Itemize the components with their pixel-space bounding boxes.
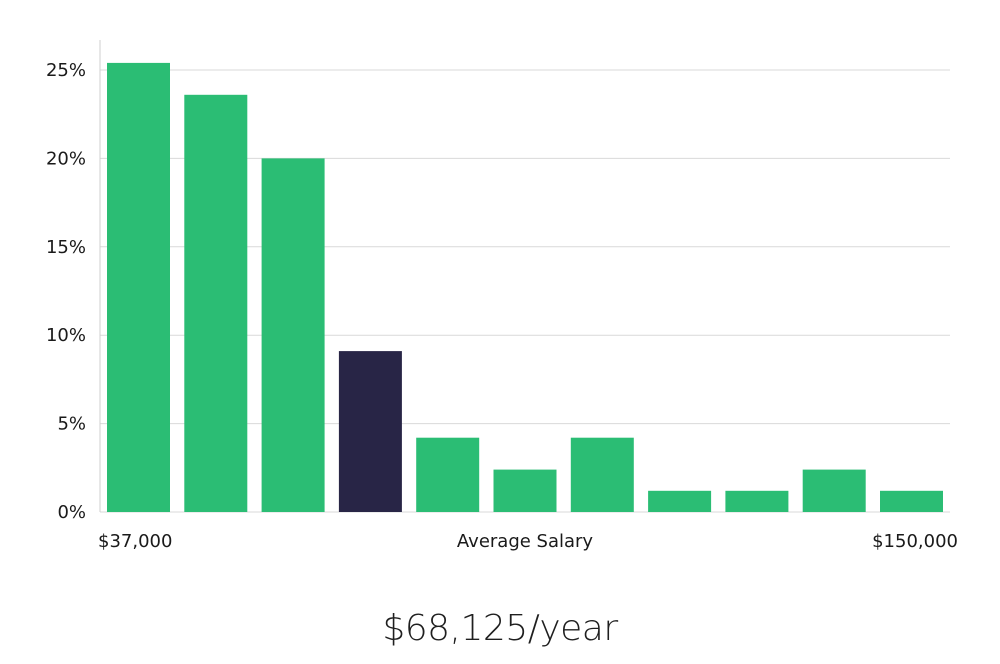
- x-axis-center-label: Average Salary: [457, 531, 594, 552]
- y-tick-label: 5%: [57, 414, 86, 435]
- ytick-layer: 0% 5% 10% 15% 20% 25%: [46, 60, 86, 523]
- histogram-bar: [416, 437, 480, 512]
- histogram-bar-highlighted: [338, 351, 402, 512]
- bar-layer: [107, 62, 943, 513]
- x-axis-start-label: $37,000: [98, 531, 172, 552]
- average-salary-value: $68,125/year: [382, 608, 618, 649]
- x-axis-end-label: $150,000: [872, 531, 958, 552]
- histogram-bar: [107, 62, 170, 513]
- y-tick-label: 25%: [46, 60, 86, 81]
- y-tick-label: 10%: [46, 325, 86, 346]
- histogram-bar: [493, 469, 557, 512]
- y-tick-label: 15%: [46, 237, 86, 258]
- histogram-bar: [802, 469, 866, 512]
- y-tick-label: 20%: [46, 148, 86, 169]
- histogram-bar: [261, 158, 325, 512]
- histogram-bar: [725, 490, 789, 512]
- y-tick-label: 0%: [57, 502, 86, 523]
- histogram-bar: [184, 94, 248, 513]
- histogram-bar: [880, 490, 943, 512]
- histogram-bar: [570, 437, 634, 512]
- histogram-bar: [648, 490, 712, 512]
